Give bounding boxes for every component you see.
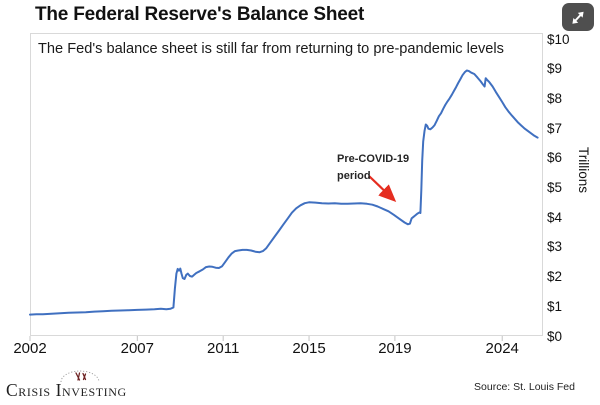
x-axis-tick-marks [29, 336, 503, 341]
source-attribution: Source: St. Louis Fed [474, 381, 575, 393]
y-tick-label: $7 [547, 120, 563, 136]
y-tick-label: $10 [547, 31, 570, 47]
x-tick-label: 2015 [292, 340, 326, 357]
expand-icon [567, 7, 589, 27]
annotation-line2: period [337, 169, 371, 182]
y-tick-label: $0 [547, 328, 563, 344]
x-tick-label: 2011 [207, 340, 240, 357]
y-tick-label: $3 [547, 239, 563, 255]
y-tick-label: $4 [547, 209, 563, 225]
x-tick-label: 2019 [378, 340, 412, 357]
x-tick-label: 2024 [485, 340, 519, 357]
chart-plot-area [30, 33, 543, 336]
crisis-investing-logo: Crisis Investing [6, 380, 127, 400]
y-axis-title: Trillions [576, 147, 591, 194]
y-tick-label: $8 [547, 90, 563, 106]
y-tick-label: $9 [547, 61, 563, 77]
y-tick-label: $6 [547, 150, 563, 166]
x-tick-label: 2002 [13, 340, 47, 357]
expand-button[interactable] [562, 3, 594, 31]
x-tick-label: 2007 [120, 340, 154, 357]
y-tick-label: $1 [547, 298, 563, 314]
annotation-line1: Pre-COVID-19 [337, 153, 410, 165]
chart-title: The Federal Reserve's Balance Sheet [35, 4, 365, 25]
crisis-investing-emblem-icon [57, 369, 103, 389]
y-tick-label: $5 [547, 180, 563, 195]
chart-subtitle: The Fed's balance sheet is still far fro… [38, 41, 504, 57]
annotation-pre-covid: Pre-COVID-19 period [337, 151, 409, 184]
y-tick-label: $2 [547, 269, 563, 285]
